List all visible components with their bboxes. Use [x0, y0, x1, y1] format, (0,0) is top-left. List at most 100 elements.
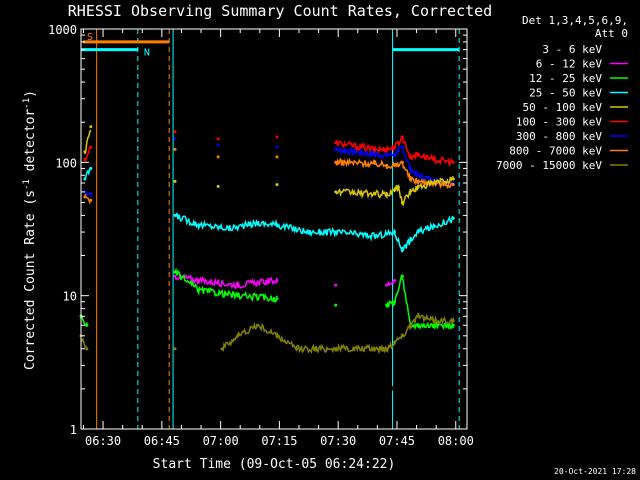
- data-point: [385, 193, 389, 197]
- data-point: [85, 347, 89, 351]
- data-point: [334, 147, 338, 151]
- data-point: [408, 238, 412, 242]
- series-line: [386, 280, 396, 287]
- data-point: [334, 303, 338, 307]
- data-point: [173, 179, 177, 183]
- data-point: [432, 225, 436, 229]
- legend-label: 100 - 300 keV: [516, 116, 602, 129]
- data-point: [255, 363, 259, 367]
- data-point: [451, 216, 455, 220]
- y-axis: 1 10 100 1000: [48, 23, 467, 437]
- interval-label-saa: S: [87, 32, 93, 43]
- legend-label: 12 - 25 keV: [529, 72, 602, 85]
- data-point: [314, 387, 318, 391]
- x-tick-label: 07:30: [320, 434, 356, 448]
- y-tick-label: 10: [63, 290, 77, 304]
- legend-label: 800 - 7000 keV: [509, 145, 602, 158]
- data-point: [385, 387, 389, 391]
- x-tick-label: 06:45: [144, 434, 180, 448]
- data-point: [236, 283, 240, 287]
- data-point: [228, 226, 232, 230]
- series-25-50keV: [83, 166, 455, 253]
- data-point: [216, 143, 220, 147]
- data-point: [385, 232, 389, 236]
- data-point: [173, 270, 177, 274]
- data-point: [451, 319, 455, 323]
- data-point: [173, 147, 177, 151]
- data-point: [385, 147, 389, 151]
- data-point: [275, 334, 279, 338]
- series-line: [174, 212, 454, 253]
- data-point: [275, 183, 279, 187]
- data-point: [197, 278, 201, 282]
- data-point: [173, 130, 177, 134]
- data-point: [334, 141, 338, 145]
- data-point: [295, 387, 299, 391]
- data-point: [197, 363, 201, 367]
- data-point: [432, 158, 436, 162]
- data-point: [85, 323, 89, 327]
- data-point: [385, 347, 389, 351]
- data-point: [408, 190, 412, 194]
- data-point: [373, 147, 377, 151]
- data-point: [197, 288, 201, 292]
- data-point: [385, 303, 389, 307]
- legend-label: 300 - 800 keV: [516, 130, 602, 143]
- legend-label: 50 - 100 keV: [523, 101, 603, 114]
- data-point: [385, 153, 389, 157]
- data-point: [416, 179, 420, 183]
- interval-label-night: N: [144, 48, 150, 59]
- series-12-25keV: [79, 267, 455, 331]
- data-point: [393, 300, 397, 304]
- data-point: [432, 181, 436, 185]
- x-tick-label: 07:45: [379, 434, 415, 448]
- data-point: [451, 323, 455, 327]
- series-50-100keV: [83, 125, 455, 207]
- data-point: [416, 323, 420, 327]
- series-line: [335, 135, 454, 168]
- data-point: [220, 347, 224, 351]
- x-tick-label: 07:00: [203, 434, 239, 448]
- data-point: [416, 152, 420, 156]
- data-point: [334, 363, 338, 367]
- data-point: [400, 160, 404, 164]
- data-point: [89, 125, 93, 129]
- data-point: [408, 155, 412, 159]
- data-point: [393, 188, 397, 192]
- legend-label: 7000 - 15000 keV: [496, 159, 602, 172]
- data-point: [83, 158, 87, 162]
- data-point: [393, 230, 397, 234]
- legend-header-1: Det 1,3,4,5,6,9,: [522, 14, 628, 27]
- data-point: [197, 223, 201, 227]
- data-point: [173, 213, 177, 217]
- y-tick-label: 1000: [48, 23, 77, 37]
- legend-label: 25 - 50 keV: [529, 87, 602, 100]
- series-7000-15000keV: [79, 312, 455, 355]
- data-point: [173, 347, 177, 351]
- data-point: [275, 363, 279, 367]
- data-point: [89, 192, 93, 196]
- data-point: [393, 340, 397, 344]
- data-point: [451, 183, 455, 187]
- data-point: [408, 323, 412, 327]
- y-tick-label: 100: [55, 156, 77, 170]
- data-point: [396, 141, 400, 145]
- data-point: [432, 319, 436, 323]
- data-point: [393, 278, 397, 282]
- series-line: [221, 312, 455, 355]
- data-point: [400, 334, 404, 338]
- data-point: [216, 184, 220, 188]
- data-point: [396, 185, 400, 189]
- legend-label: 3 - 6 keV: [542, 43, 602, 56]
- data-point: [275, 278, 279, 282]
- data-point: [400, 200, 404, 204]
- data-point: [255, 221, 259, 225]
- series-line: [84, 129, 92, 155]
- series-800-7000keV: [83, 147, 455, 205]
- data-point: [373, 347, 377, 351]
- data-point: [393, 152, 397, 156]
- data-point: [373, 162, 377, 166]
- legend: Det 1,3,4,5,6,9, Att 0 3 - 6 keV 6 - 12 k…: [496, 14, 628, 172]
- data-point: [400, 274, 404, 278]
- data-point: [416, 173, 420, 177]
